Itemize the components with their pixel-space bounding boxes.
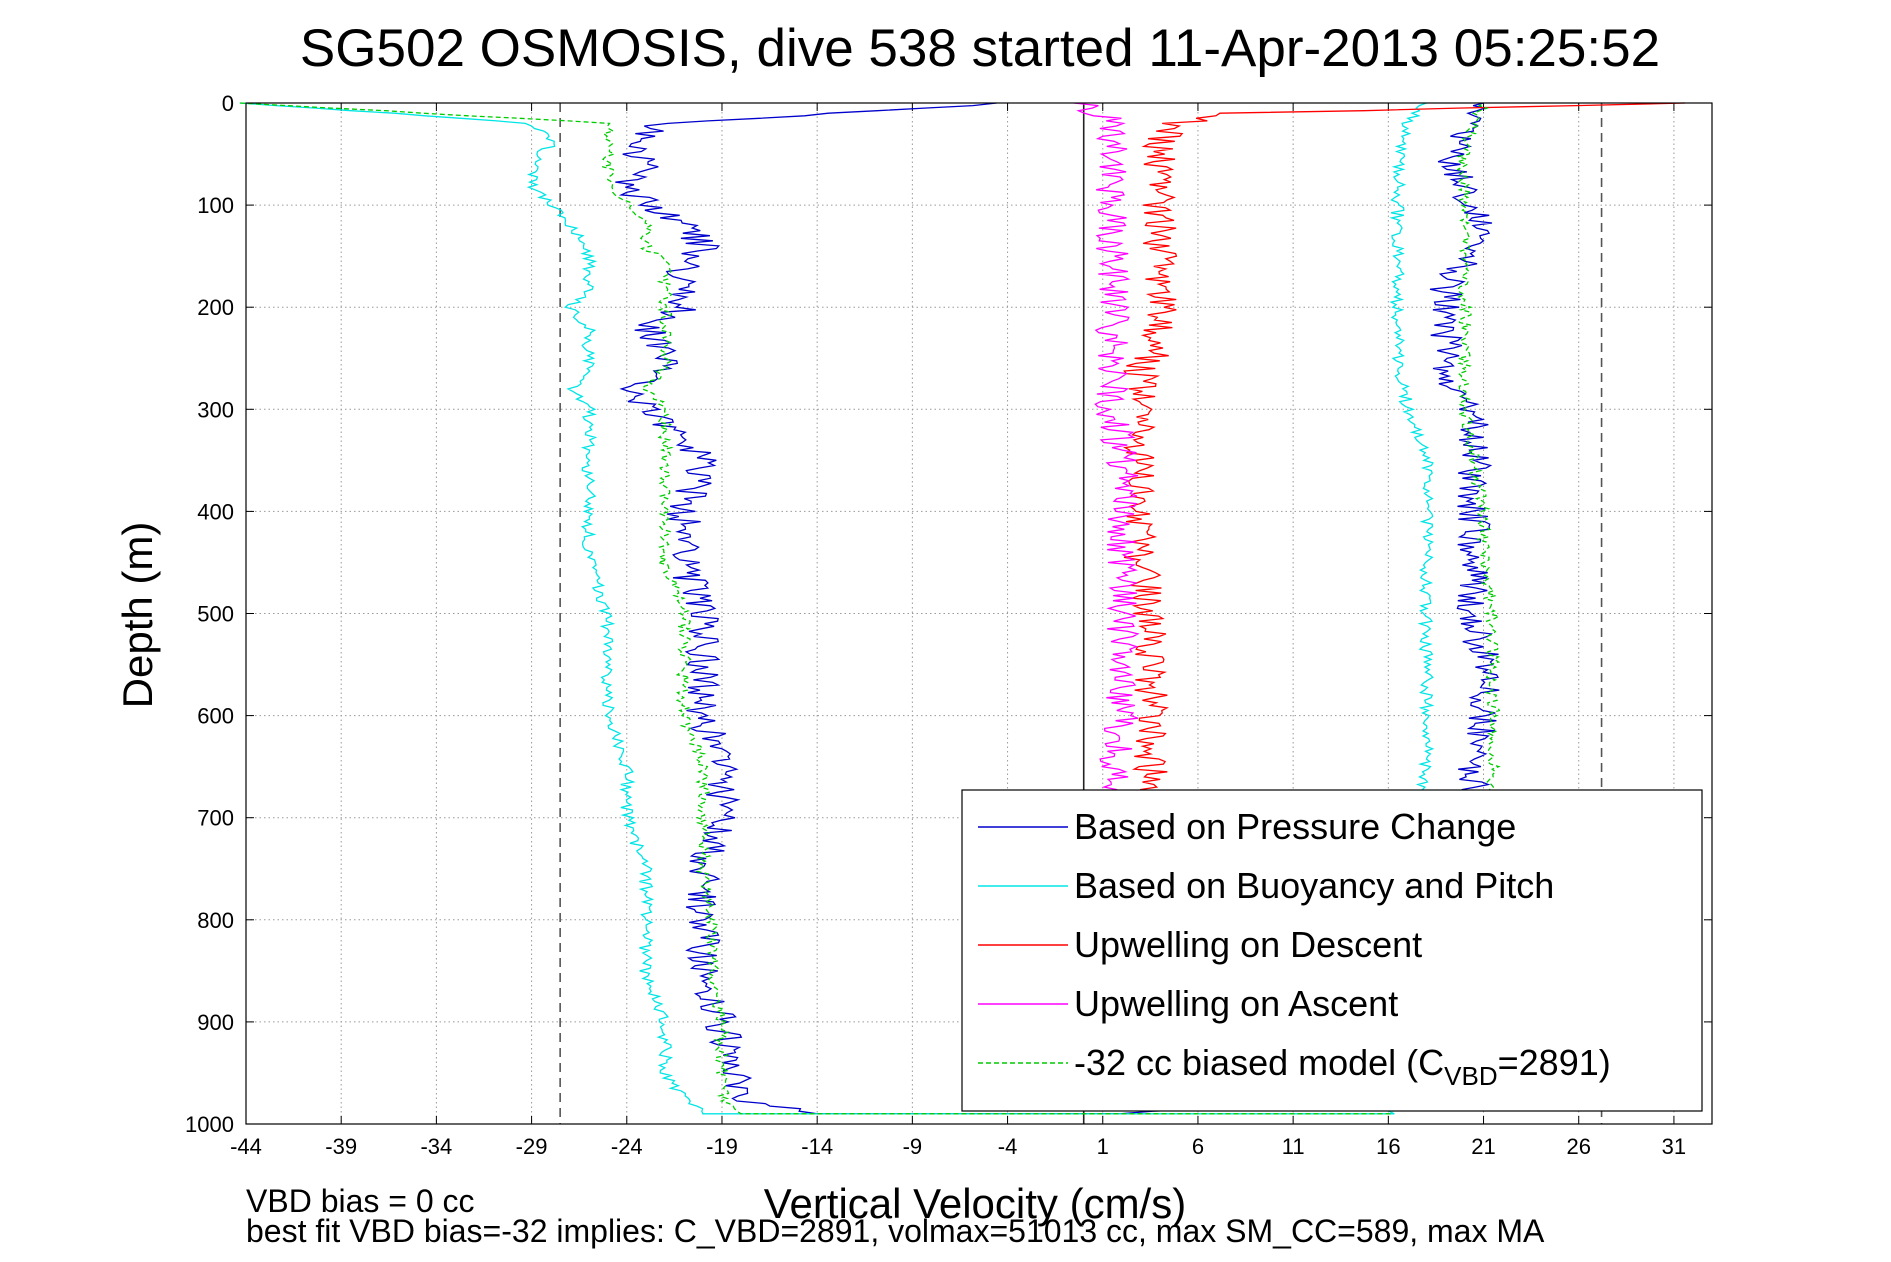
legend-entry: Based on Buoyancy and Pitch (1074, 865, 1554, 906)
y-tick-label: 300 (197, 397, 234, 422)
y-tick-label: 0 (222, 91, 234, 116)
x-tick-label: -4 (998, 1134, 1018, 1159)
series-layer (239, 102, 1686, 1115)
x-tick-label: 6 (1192, 1134, 1204, 1159)
y-tick-label: 700 (197, 806, 234, 831)
x-tick-label: 16 (1376, 1134, 1400, 1159)
legend-entry: -32 cc biased model (CVBD=2891) (1074, 1042, 1611, 1091)
y-tick-label: 1000 (185, 1112, 234, 1137)
x-tick-label: 31 (1662, 1134, 1686, 1159)
x-tick-label: -9 (903, 1134, 923, 1159)
x-tick-label: -19 (706, 1134, 738, 1159)
y-tick-label: 900 (197, 1010, 234, 1035)
x-tick-label: -24 (611, 1134, 643, 1159)
y-tick-labels: 0 100 200 300 400 500 600 700 800 900 1000 (185, 91, 234, 1137)
x-axis-label: Vertical Velocity (cm/s) (764, 1180, 1186, 1227)
y-tick-label: 100 (197, 193, 234, 218)
x-tick-label: 21 (1471, 1134, 1495, 1159)
x-tick-labels: -44 -39 -34 -29 -24 -19 -14 -9 -4 1 6 11 16 21 26 31 (230, 1134, 1686, 1159)
legend-entry: Based on Pressure Change (1074, 806, 1516, 847)
legend-entry: Upwelling on Ascent (1074, 983, 1398, 1024)
legend-box (961, 789, 1703, 1112)
y-tick-label: 400 (197, 499, 234, 524)
x-tick-label: -29 (516, 1134, 548, 1159)
y-tick-label: 800 (197, 908, 234, 933)
x-tick-label: -14 (801, 1134, 833, 1159)
x-tick-label: -39 (325, 1134, 357, 1159)
x-tick-label: -34 (420, 1134, 452, 1159)
annotation-vbd-bias: VBD bias = 0 cc (246, 1183, 475, 1219)
y-tick-label: 600 (197, 704, 234, 729)
annotation-best-fit: best fit VBD bias=-32 implies: C_VBD=289… (246, 1213, 1545, 1249)
series-line-3 (1122, 102, 1686, 798)
x-tick-label: -44 (230, 1134, 262, 1159)
x-tick-label: 11 (1282, 1134, 1305, 1159)
y-axis-label: Depth (m) (114, 522, 161, 709)
x-tick-label: 26 (1566, 1134, 1590, 1159)
y-tick-label: 200 (197, 295, 234, 320)
series-line-4 (1073, 102, 1140, 798)
x-tick-label: 1 (1097, 1134, 1109, 1159)
chart-title: SG502 OSMOSIS, dive 538 started 11-Apr-2… (300, 19, 1660, 78)
series-line-5 (240, 102, 1502, 1115)
y-tick-label: 500 (197, 602, 234, 627)
plot-frame (245, 102, 1713, 1125)
legend-entry: Upwelling on Descent (1074, 924, 1422, 965)
legend: Based on Pressure Change Based on Buoyanc… (961, 789, 1703, 1112)
